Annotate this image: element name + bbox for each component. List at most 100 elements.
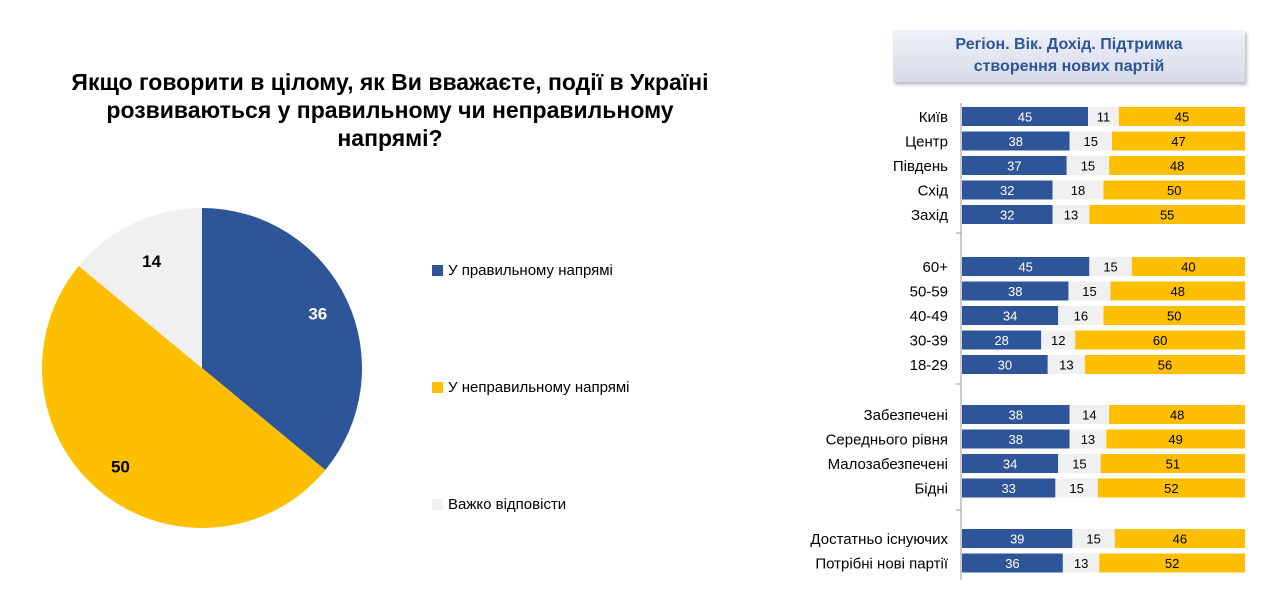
legend-item-right: У правильному напрямі bbox=[432, 262, 613, 279]
bar-data-label: 15 bbox=[1082, 284, 1096, 299]
bar-data-label: 15 bbox=[1081, 159, 1095, 174]
bar-segment-wrong bbox=[1099, 553, 1245, 573]
bar-data-label: 47 bbox=[1171, 134, 1185, 149]
bar-category-label: 30-39 bbox=[910, 333, 948, 350]
bar-segment-hard bbox=[1058, 454, 1101, 473]
bar-data-label: 38 bbox=[1009, 408, 1023, 423]
bar-segment-right bbox=[962, 478, 1056, 498]
bar-segment-hard bbox=[1062, 553, 1100, 573]
bar-segment-right bbox=[962, 454, 1059, 473]
bar-data-label: 34 bbox=[1003, 309, 1017, 324]
legend-swatch-wrong bbox=[432, 382, 443, 393]
bar-data-label: 48 bbox=[1170, 408, 1184, 423]
bar-segment-right bbox=[962, 257, 1090, 276]
bar-segment-right bbox=[962, 355, 1048, 374]
bar-segment-hard bbox=[1088, 107, 1119, 126]
bar-data-label: 34 bbox=[1003, 457, 1017, 472]
bar-category-label: Захід bbox=[911, 207, 948, 224]
bar-data-label: 12 bbox=[1051, 333, 1065, 348]
bar-segment-right bbox=[962, 180, 1053, 200]
bar-data-label: 45 bbox=[1018, 110, 1032, 125]
bar-segment-hard bbox=[1068, 281, 1111, 301]
bar-data-label: 38 bbox=[1008, 284, 1022, 299]
bar-data-label: 15 bbox=[1069, 481, 1083, 496]
bar-data-label: 15 bbox=[1072, 457, 1086, 472]
bar-data-label: 51 bbox=[1166, 457, 1180, 472]
bar-segment-wrong bbox=[1103, 306, 1245, 325]
bar-segment-hard bbox=[1072, 529, 1115, 548]
legend-item-hard: Важко відповісти bbox=[432, 496, 566, 513]
bar-category-label: Потрібні нові партії bbox=[815, 556, 948, 573]
bar-category-label: Бідні bbox=[914, 481, 948, 498]
bar-category-label: Малозабезпечені bbox=[828, 456, 948, 473]
bar-segment-hard bbox=[1066, 156, 1110, 175]
bar-data-label: 50 bbox=[1167, 309, 1181, 324]
bar-data-label: 52 bbox=[1165, 556, 1179, 571]
bar-data-label: 15 bbox=[1086, 532, 1100, 547]
bar-category-label: 40-49 bbox=[910, 308, 948, 325]
bar-data-label: 46 bbox=[1173, 532, 1187, 547]
bar-data-label: 56 bbox=[1158, 358, 1172, 373]
bar-category-label: Достатньо існуючих bbox=[810, 531, 948, 548]
legend-label-hard: Важко відповісти bbox=[448, 496, 567, 513]
bar-segment-wrong bbox=[1111, 131, 1245, 151]
bar-segment-wrong bbox=[1100, 454, 1245, 473]
bar-category-label: 60+ bbox=[923, 259, 949, 276]
bar-segment-right bbox=[962, 156, 1067, 175]
bar-category-label: Забезпечені bbox=[864, 407, 948, 424]
bar-data-label: 50 bbox=[1167, 183, 1181, 198]
legend-label-wrong: У неправильному напрямі bbox=[448, 379, 630, 396]
bar-segment-right bbox=[962, 281, 1069, 301]
bar-data-label: 37 bbox=[1007, 159, 1021, 174]
bar-data-label: 30 bbox=[998, 358, 1012, 373]
bar-data-label: 16 bbox=[1074, 309, 1088, 324]
bar-data-label: 48 bbox=[1171, 284, 1185, 299]
bar-segment-hard bbox=[1069, 405, 1110, 424]
bar-segment-wrong bbox=[1103, 180, 1245, 200]
legend-swatch-hard bbox=[432, 499, 443, 510]
bar-data-label: 28 bbox=[994, 333, 1008, 348]
bar-segment-right bbox=[962, 205, 1053, 224]
bar-segment-right bbox=[962, 131, 1070, 151]
bar-chart-title-text: Регіон. Вік. Дохід. Підтримка створення … bbox=[955, 36, 1183, 75]
bar-segment-hard bbox=[1047, 355, 1085, 374]
bar-data-label: 52 bbox=[1164, 481, 1178, 496]
bar-segment-right bbox=[962, 429, 1070, 449]
bar-segment-right bbox=[962, 107, 1089, 126]
bar-data-label: 13 bbox=[1059, 358, 1073, 373]
bar-data-label: 39 bbox=[1010, 532, 1024, 547]
bar-data-label: 15 bbox=[1103, 260, 1117, 275]
bar-data-label: 60 bbox=[1153, 333, 1167, 348]
bar-segment-wrong bbox=[1131, 257, 1245, 276]
bar-segment-right bbox=[962, 529, 1073, 548]
bar-data-label: 48 bbox=[1170, 159, 1184, 174]
bar-segment-wrong bbox=[1109, 156, 1245, 175]
pie-chart: 36 50 14 bbox=[42, 208, 362, 528]
bar-segment-wrong bbox=[1106, 429, 1245, 449]
bar-segment-hard bbox=[1069, 429, 1107, 449]
bar-data-label: 32 bbox=[1000, 183, 1014, 198]
bar-segment-hard bbox=[1055, 478, 1098, 498]
bar-chart-title: Регіон. Вік. Дохід. Підтримка створення … bbox=[893, 30, 1245, 82]
bar-data-label: 55 bbox=[1160, 208, 1174, 223]
bar-data-label: 38 bbox=[1009, 432, 1023, 447]
bar-data-label: 49 bbox=[1168, 432, 1182, 447]
bar-segment-hard bbox=[1041, 330, 1076, 350]
bar-segment-right bbox=[962, 306, 1059, 325]
bar-data-label: 18 bbox=[1071, 183, 1085, 198]
bar-data-label: 38 bbox=[1009, 134, 1023, 149]
bar-segment-wrong bbox=[1109, 405, 1245, 424]
bar-segment-wrong bbox=[1118, 107, 1245, 126]
bar-data-label: 32 bbox=[1000, 208, 1014, 223]
bar-segment-wrong bbox=[1075, 330, 1245, 350]
bar-segment-wrong bbox=[1084, 355, 1245, 374]
legend-item-wrong: У неправильному напрямі bbox=[432, 379, 630, 396]
bar-category-label: 50-59 bbox=[910, 284, 948, 301]
bar-data-label: 13 bbox=[1064, 208, 1078, 223]
bar-segment-right bbox=[962, 330, 1042, 350]
bar-segment-wrong bbox=[1097, 478, 1245, 498]
bar-segment-wrong bbox=[1089, 205, 1245, 224]
bar-segment-right bbox=[962, 553, 1063, 573]
bar-data-label: 45 bbox=[1175, 110, 1189, 125]
